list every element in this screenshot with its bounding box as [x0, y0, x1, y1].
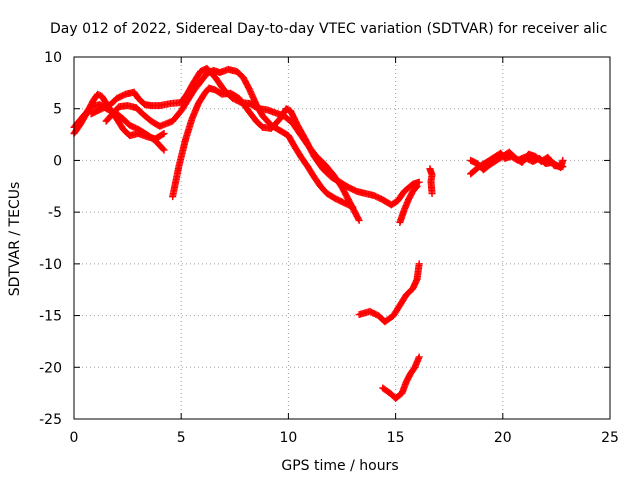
series-arc-9 — [379, 353, 423, 402]
y-tick-label: -5 — [48, 205, 62, 221]
data-point — [160, 130, 168, 138]
axis-ticks: 0 5 10 15 20 25 -25 -20 -15 -10 -5 0 5 10 — [39, 50, 619, 446]
chart-title: Day 012 of 2022, Sidereal Day-to-day VTE… — [50, 21, 607, 37]
data-point — [355, 216, 363, 224]
data-point — [413, 182, 421, 190]
series-arc-8 — [355, 260, 423, 326]
x-tick-label: 5 — [177, 430, 186, 446]
x-tick-label: 25 — [601, 430, 619, 446]
y-tick-label: -25 — [39, 412, 62, 428]
x-axis-label: GPS time / hours — [281, 458, 398, 474]
plot-frame — [73, 56, 611, 420]
data-point — [349, 203, 357, 211]
data-point — [559, 163, 567, 171]
y-tick-label: -10 — [39, 257, 62, 273]
series-arc-3 — [87, 64, 363, 224]
y-tick-label: -20 — [39, 360, 62, 376]
y-tick-label: 5 — [53, 102, 62, 118]
y-tick-label: 0 — [53, 153, 62, 169]
series-arc-7 — [426, 165, 436, 198]
x-tick-label: 20 — [494, 430, 512, 446]
x-tick-label: 10 — [279, 430, 297, 446]
series-arc-11 — [467, 148, 567, 174]
data-point — [159, 130, 167, 138]
data-point — [559, 156, 567, 164]
data-points — [70, 64, 567, 402]
x-tick-label: 15 — [387, 430, 405, 446]
data-point — [160, 146, 168, 154]
y-tick-label: -15 — [39, 309, 62, 325]
y-axis-label: SDTVAR / TECUs — [7, 182, 23, 297]
y-tick-label: 10 — [44, 50, 62, 66]
x-tick-label: 0 — [70, 430, 79, 446]
data-point — [428, 190, 436, 198]
series-arc-6 — [396, 182, 421, 226]
data-point — [412, 183, 420, 191]
series-arc-5 — [169, 84, 423, 209]
data-point — [415, 178, 423, 186]
data-point — [159, 145, 167, 153]
data-point — [415, 353, 423, 361]
series-arc-4 — [102, 65, 357, 211]
data-point — [415, 260, 423, 268]
gridlines — [74, 57, 610, 419]
data-point — [354, 215, 362, 223]
